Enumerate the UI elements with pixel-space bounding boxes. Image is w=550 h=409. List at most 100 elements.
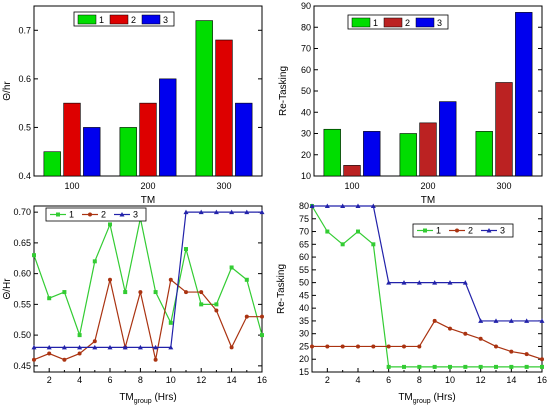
y-tick-label: 75: [299, 214, 309, 224]
point-series-2: [32, 357, 36, 362]
legend: 1 2 3: [412, 223, 514, 238]
point-series-3: [508, 318, 514, 323]
legend-label-2: 2: [405, 18, 410, 28]
x-tick-label: 4: [355, 375, 360, 385]
legend-swatch-2: [383, 17, 403, 28]
legend-swatch-3: [141, 14, 161, 25]
point-series-3: [478, 318, 484, 323]
x-tick-label: 14: [506, 375, 516, 385]
x-tick-label: 12: [196, 375, 206, 385]
point-series-1: [386, 364, 391, 369]
point-series-2: [463, 331, 468, 336]
point-series-3: [198, 209, 204, 215]
x-tick-label: 4: [77, 375, 82, 385]
y-tick-label: 90: [301, 1, 311, 11]
y-tick-label: 0.5: [18, 122, 31, 132]
point-series-3: [493, 318, 499, 323]
y-tick-label: 50: [301, 86, 311, 96]
x-tick-label: 300: [216, 181, 231, 191]
x-axis-label-sub: group: [134, 398, 152, 405]
x-axis-label-units: (Hrs): [431, 392, 456, 403]
point-series-2: [62, 357, 67, 362]
bar-series-2: [419, 122, 437, 177]
point-series-2: [310, 344, 314, 349]
legend-swatch-2: [109, 14, 129, 25]
x-tick-label: 100: [64, 181, 79, 191]
point-series-2: [524, 352, 529, 357]
x-axis-label-main: TM: [398, 392, 412, 403]
point-series-2: [494, 344, 498, 349]
legend-label-2: 2: [468, 226, 473, 236]
point-series-2: [432, 318, 437, 323]
point-series-3: [355, 203, 361, 208]
bar-series-1: [119, 127, 137, 177]
point-series-1: [463, 364, 468, 369]
point-series-1: [32, 253, 36, 258]
legend-marker-1: [56, 212, 60, 217]
point-series-1: [92, 259, 97, 264]
y-tick-label: 40: [301, 107, 311, 117]
y-tick-label: 80: [301, 22, 311, 32]
bar-series-3: [363, 131, 381, 177]
point-series-3: [107, 344, 113, 350]
y-tick-label: 20: [301, 150, 311, 160]
y-tick-label: 20: [299, 354, 309, 364]
point-series-3: [539, 318, 545, 323]
y-axis-label: Re-Tasking: [276, 264, 287, 314]
x-tick-label: 16: [257, 375, 267, 385]
point-series-3: [183, 209, 189, 215]
point-series-2: [340, 344, 345, 349]
point-series-3: [386, 280, 392, 285]
point-series-1: [494, 364, 498, 369]
bar-series-1: [399, 133, 417, 177]
point-series-3: [370, 203, 376, 208]
y-tick-label: 60: [299, 252, 309, 262]
legend-marker-3: [486, 228, 492, 233]
point-series-3: [46, 344, 52, 350]
y-axis-label: Θ/hr: [2, 81, 13, 101]
point-series-1: [77, 333, 82, 338]
point-series-3: [259, 209, 265, 215]
point-series-2: [325, 344, 330, 349]
point-series-1: [244, 277, 249, 282]
point-series-2: [214, 308, 219, 313]
point-series-2: [77, 351, 82, 356]
x-tick-label: 2: [47, 375, 52, 385]
point-series-2: [229, 345, 234, 350]
bar-series-2: [343, 165, 361, 177]
line-series-3: [34, 211, 262, 349]
bar-series-2: [495, 82, 513, 177]
legend: 1 2 3: [73, 11, 175, 27]
y-tick-label: 0.7: [18, 25, 31, 35]
point-series-1: [62, 290, 67, 295]
line-series-3: [312, 205, 542, 322]
point-series-3: [432, 280, 438, 285]
point-series-1: [540, 364, 544, 369]
point-series-3: [462, 280, 468, 285]
x-axis-label-units: (Hrs): [152, 392, 177, 403]
point-series-1: [402, 364, 406, 369]
x-tick-label: 300: [496, 181, 511, 191]
legend-label-3: 3: [500, 226, 505, 236]
y-tick-label: 65: [299, 239, 309, 249]
point-series-3: [324, 203, 330, 208]
point-series-3: [168, 344, 174, 350]
y-tick-label: 0.55: [13, 299, 31, 309]
bar-series-2: [63, 102, 81, 177]
point-series-3: [92, 344, 98, 350]
y-tick-label: 0.70: [13, 207, 31, 217]
bar-series-3: [235, 102, 253, 177]
legend-label-3: 3: [133, 210, 138, 220]
y-tick-label: 45: [299, 290, 309, 300]
point-series-1: [325, 229, 330, 234]
point-series-3: [309, 203, 315, 208]
point-series-2: [184, 290, 188, 295]
y-tick-label: 60: [301, 65, 311, 75]
point-series-3: [31, 344, 37, 350]
point-series-3: [153, 344, 159, 350]
y-tick-label: 50: [299, 278, 309, 288]
point-series-1: [371, 242, 376, 247]
chart-panel-3: 0.450.500.550.600.650.70Θ/Hr2 4 6 8 10 12 14 16…: [2, 205, 267, 405]
legend-label-1: 1: [436, 226, 441, 236]
